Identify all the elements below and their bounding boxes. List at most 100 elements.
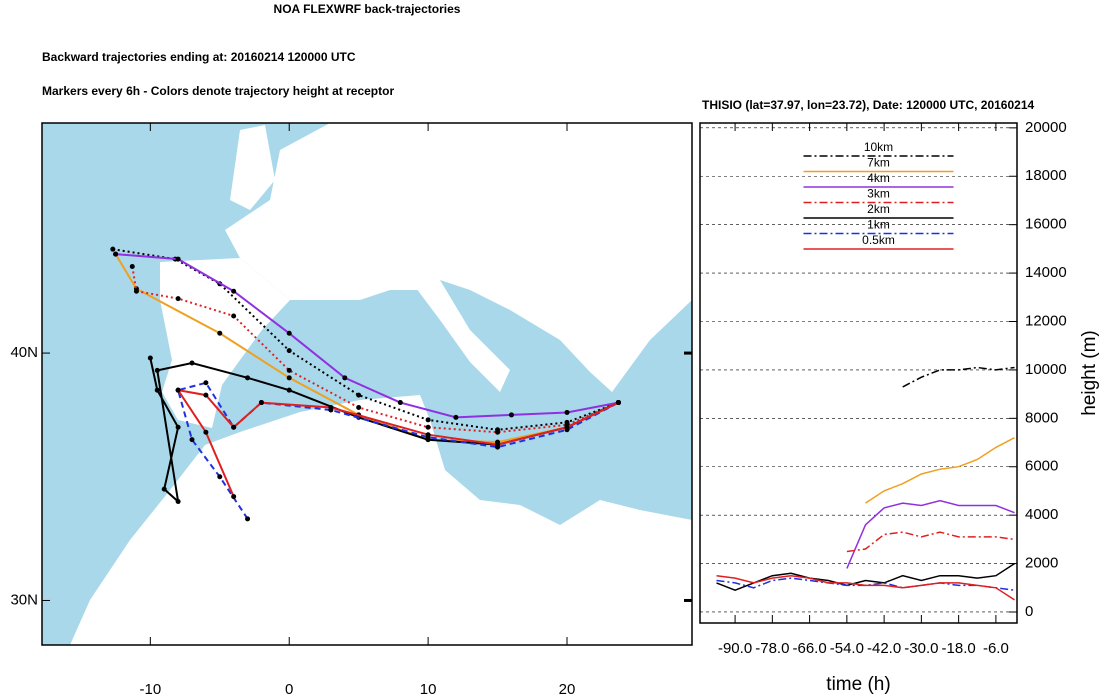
trajectory [131,266,619,434]
trajectory-marker [245,516,251,522]
y-tick-label: 16000 [1025,216,1067,233]
trajectory-marker [615,400,621,406]
legend-label: 7km [867,156,890,170]
x-tick-label: 10 [420,681,437,698]
land [410,280,510,392]
trajectory-marker [154,387,160,393]
trajectory-marker [508,412,514,418]
line-series [716,562,1015,592]
trajectory-marker [564,424,570,430]
trajectory-marker [203,429,209,435]
land [70,395,692,645]
trajectory-marker [328,405,334,411]
trajectory-marker [175,256,181,262]
trajectory-marker [203,392,209,398]
y-tick-label: 14000 [1025,264,1067,281]
y-tick-label: 12000 [1025,312,1067,329]
trajectory-marker [564,409,570,415]
legend-label: 10km [864,140,893,154]
subtitle: Backward trajectories ending at: 2016021… [42,50,356,64]
trajectory-marker [154,367,160,373]
trajectory-marker [286,367,292,373]
x-axis-label: time (h) [826,674,890,695]
trajectory-marker [245,375,251,381]
x-tick-label: -90.0 [718,640,752,657]
x-tick-label: -78.0 [755,640,789,657]
y-axis-label: height (m) [1079,330,1100,416]
x-tick-label: -10 [139,681,161,698]
trajectory-marker [110,246,116,252]
y-tick-label: 2000 [1025,555,1058,572]
trajectory-marker [231,494,237,500]
trajectory-marker [113,251,119,257]
trajectory-marker [258,400,264,406]
trajectory-marker [161,486,167,492]
trajectory-marker [175,499,181,505]
y-tick-label: 20000 [1025,119,1067,136]
trajectory-marker [133,288,139,294]
trajectory-marker [175,387,181,393]
y-tick-label: 10000 [1025,361,1067,378]
trajectory-marker [286,330,292,336]
x-tick-label: 0 [285,681,293,698]
x-tick-label: 20 [559,681,576,698]
note: Markers every 6h - Colors denote traject… [42,84,394,98]
y-tick-label: 8000 [1025,409,1058,426]
line-series [846,531,1015,553]
trajectory-marker [425,417,431,423]
y-tick-label: 18000 [1025,167,1067,184]
map-frame [41,122,693,646]
line-series [716,574,1015,601]
trajectory-marker [425,432,431,438]
y-tick-label: 6000 [1025,458,1058,475]
trajectory-marker [397,400,403,406]
height-chart: THISIO (lat=37.97, lon=23.72), Date: 120… [699,98,1100,695]
x-tick-label: -42.0 [867,640,901,657]
map: -10 0 10 20 30N 40N [10,122,693,698]
y-tick-label: 0 [1025,603,1033,620]
trajectory-marker [286,387,292,393]
trajectory-marker [189,437,195,443]
chart-frame [699,122,1018,624]
page-title: NOA FLEXWRF back-trajectories [274,2,461,16]
trajectory-marker [189,360,195,366]
y-tick-label: 30N [10,591,38,608]
trajectory-marker [147,355,153,361]
legend-label: 3km [867,187,890,201]
trajectory-marker [495,442,501,448]
trajectory-marker [356,405,362,411]
trajectory-marker [203,380,209,386]
x-tick-label: -66.0 [792,640,826,657]
y-tick-label: 4000 [1025,506,1058,523]
trajectory-marker [129,263,135,269]
trajectory [112,248,619,431]
line-series [902,366,1015,388]
trajectory-marker [342,375,348,381]
line-series [846,499,1015,569]
land [225,123,692,392]
trajectory-marker [231,313,237,319]
trajectory-marker [286,348,292,354]
trajectory [115,253,619,419]
chart-title: THISIO (lat=37.97, lon=23.72), Date: 120… [702,98,1035,112]
trajectory-marker [356,392,362,398]
trajectory-marker [231,424,237,430]
legend-label: 0.5km [862,233,895,247]
x-tick-label: -18.0 [942,640,976,657]
x-tick-label: -6.0 [983,640,1009,657]
trajectory-marker [217,330,223,336]
trajectory-marker [231,288,237,294]
trajectory-marker [217,474,223,480]
land [230,125,275,210]
trajectory-marker [175,296,181,302]
legend-label: 4km [867,171,890,185]
trajectory-marker [425,424,431,430]
trajectory-marker [175,424,181,430]
legend-label: 1km [867,218,890,232]
trajectory-marker [453,414,459,420]
y-tick-label: 40N [10,344,38,361]
trajectory-marker [495,429,501,435]
line-series [865,437,1015,504]
trajectory-marker [286,375,292,381]
legend-label: 2km [867,202,890,216]
